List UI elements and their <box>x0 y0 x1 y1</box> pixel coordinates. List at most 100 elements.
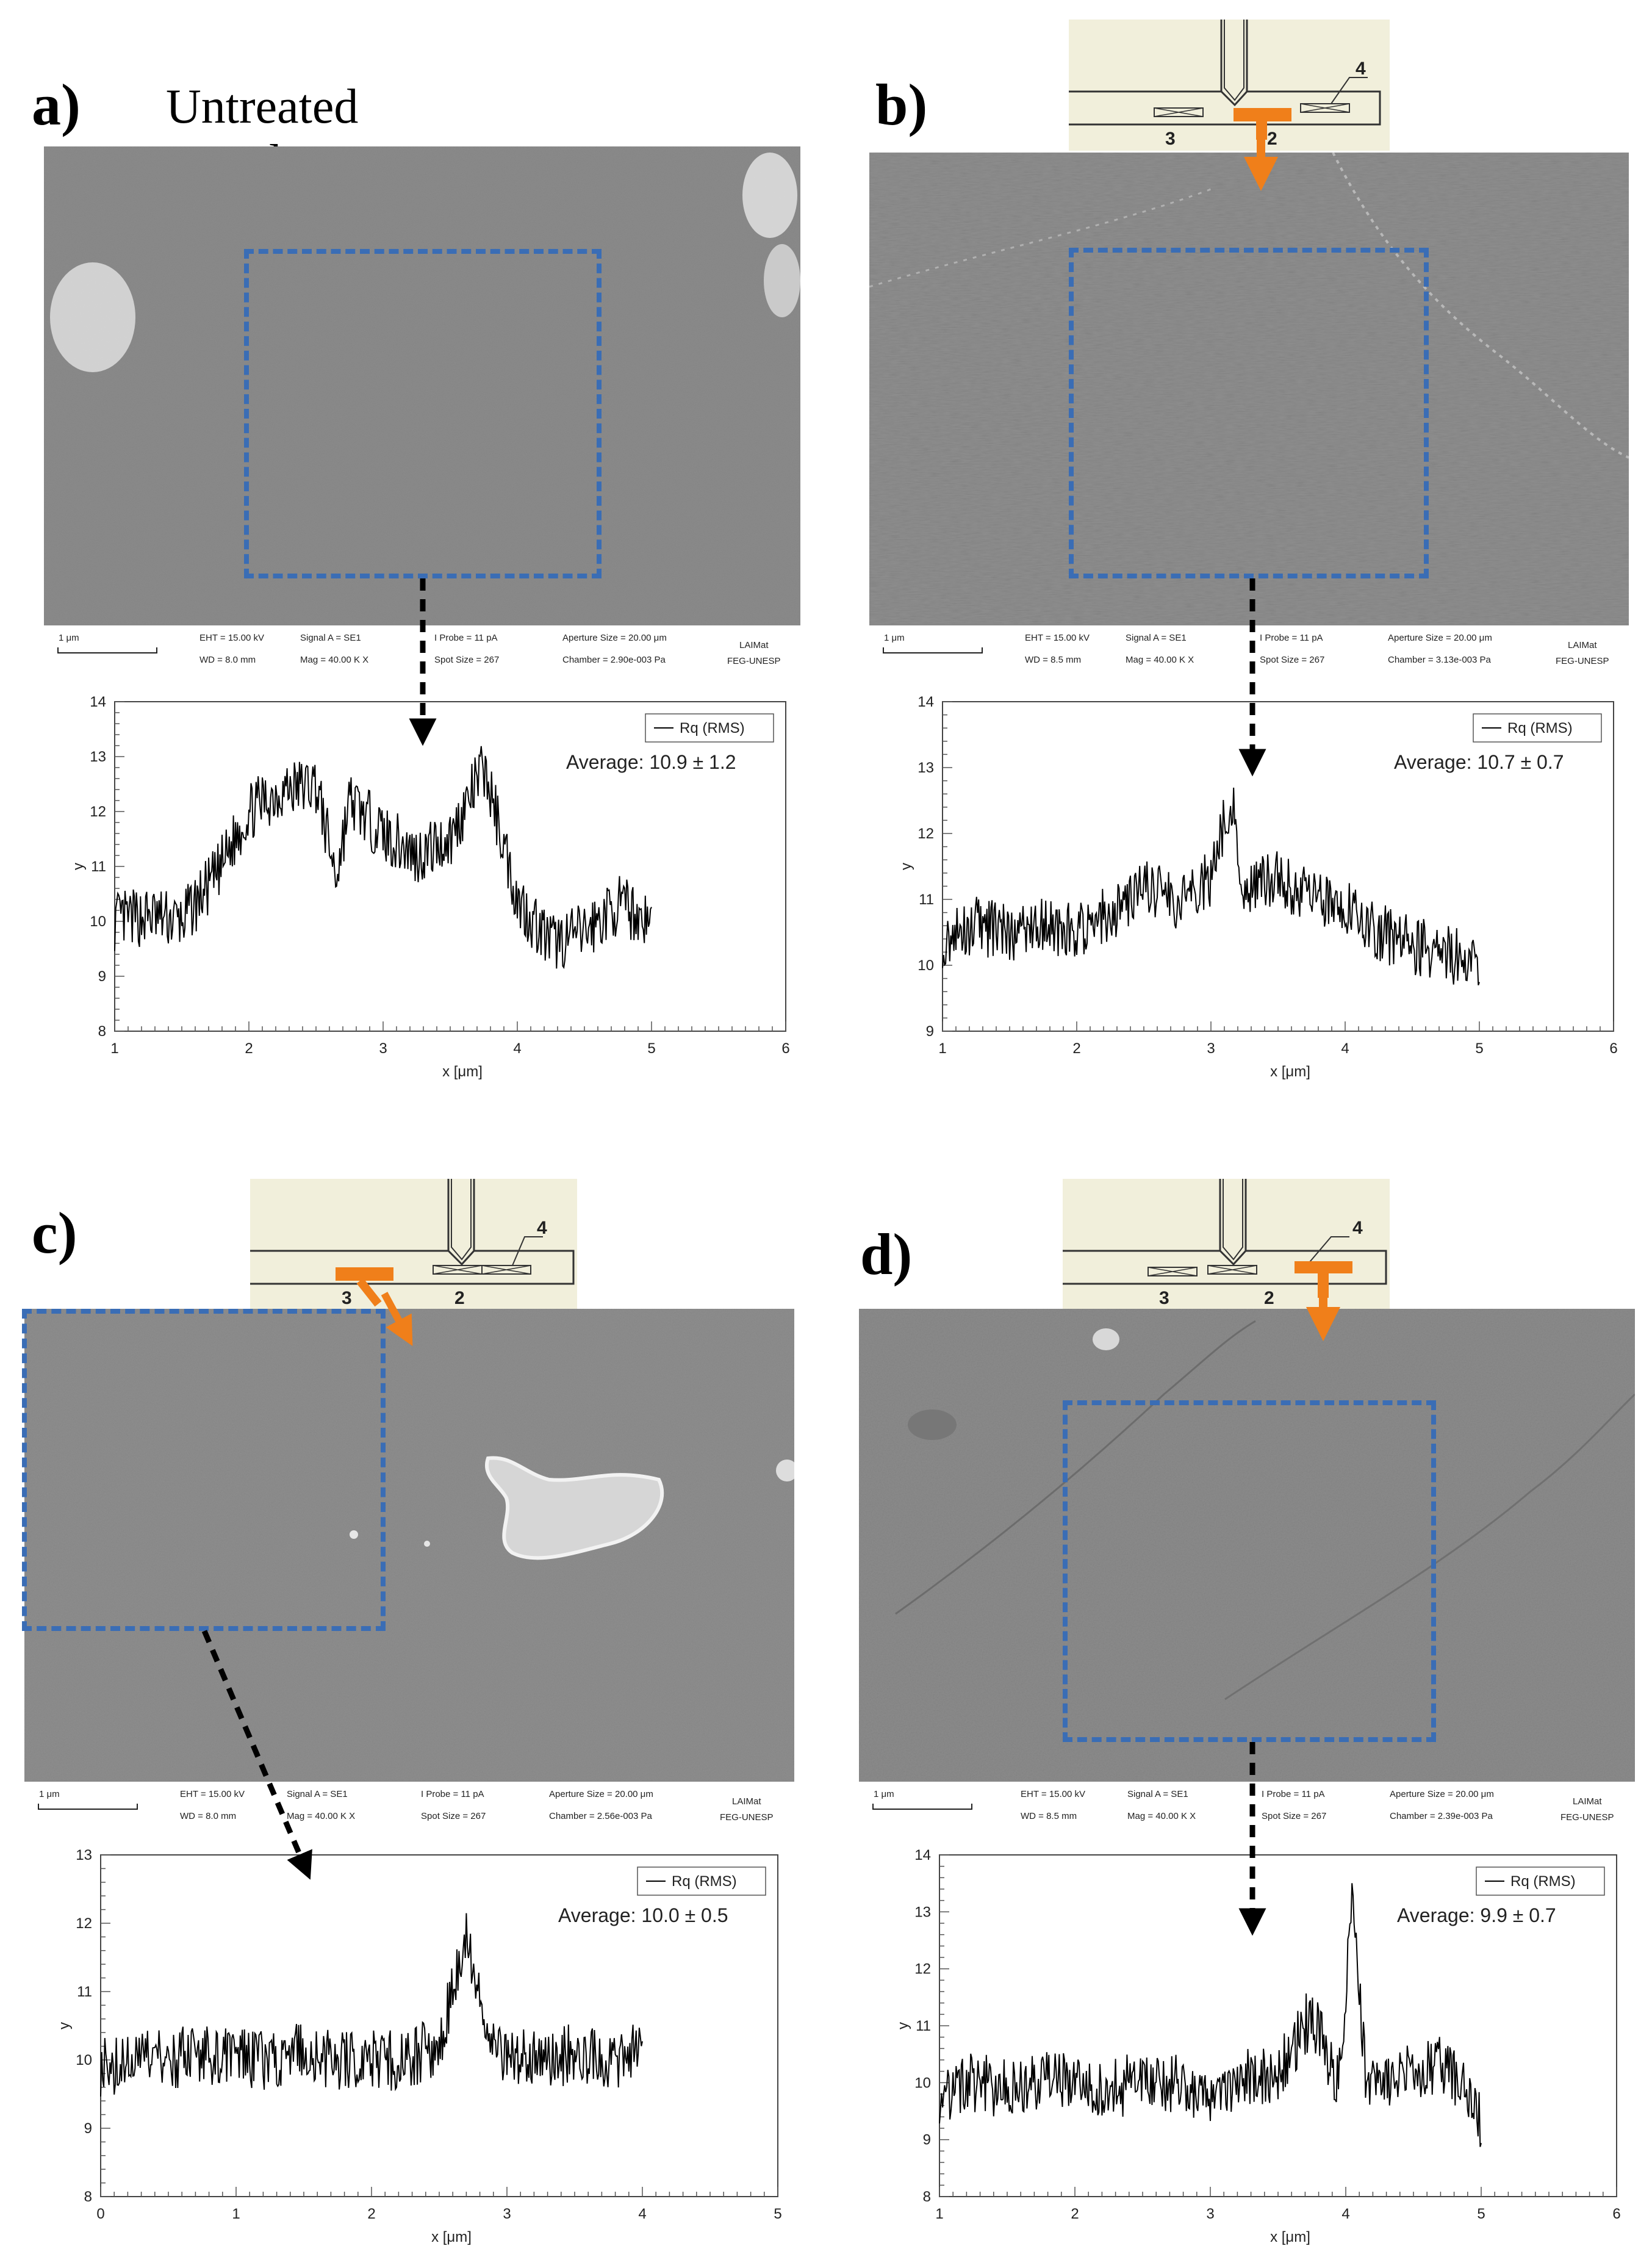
x-tick-label: 2 <box>367 2206 375 2222</box>
eht-d: EHT = 15.00 kV <box>1021 1789 1086 1799</box>
sem-info-bar-d: 1 μm EHT = 15.00 kV WD = 8.5 mm Signal A… <box>859 1780 1635 1830</box>
plot-frame <box>114 701 786 1032</box>
x-axis-label: x [μm] <box>431 2229 472 2245</box>
signal-a: Signal A = SE1 <box>300 633 361 643</box>
scale-label-c: 1 μm <box>39 1789 60 1799</box>
y-tick-label: 14 <box>918 694 934 710</box>
scale-bar-c <box>38 1804 138 1810</box>
scale-bar-b <box>883 647 983 653</box>
y-tick-label: 12 <box>918 826 934 842</box>
y-tick-label: 8 <box>98 1023 106 1040</box>
lab2-d: FEG-UNESP <box>1560 1812 1614 1823</box>
average-annotation: Average: 10.9 ± 1.2 <box>566 751 736 773</box>
x-tick-label: 3 <box>503 2206 511 2222</box>
average-annotation: Average: 10.7 ± 0.7 <box>1394 751 1564 773</box>
wd-a: WD = 8.0 mm <box>199 655 256 665</box>
signal-d: Signal A = SE1 <box>1127 1789 1188 1799</box>
x-tick-label: 5 <box>1477 2206 1485 2222</box>
sem-info-bar-b: 1 μm EHT = 15.00 kV WD = 8.5 mm Signal A… <box>869 624 1629 674</box>
spot-a: Spot Size = 267 <box>434 655 500 665</box>
inset-label-2-b: 2 <box>1267 129 1277 149</box>
roi-box-a <box>244 249 602 578</box>
scale-label-b: 1 μm <box>884 633 905 643</box>
nozzle-inset-d: 2 3 4 <box>1063 1179 1390 1310</box>
x-tick-label: 1 <box>110 1040 118 1057</box>
plot-frame <box>939 1854 1617 2197</box>
average-annotation: Average: 10.0 ± 0.5 <box>558 1904 728 1926</box>
y-tick-label: 13 <box>918 760 934 776</box>
signal-b: Signal A = SE1 <box>1126 633 1187 643</box>
sem-micrograph-d <box>859 1309 1635 1782</box>
x-tick-label: 6 <box>781 1040 789 1057</box>
x-tick-label: 4 <box>513 1040 521 1057</box>
x-axis-label: x [μm] <box>1270 1064 1310 1080</box>
y-axis-label: y <box>56 2022 73 2029</box>
debris-particle-c <box>485 1456 664 1560</box>
nozzle-diagram-c: 2 3 4 <box>250 1179 575 1308</box>
mag-b: Mag = 40.00 K X <box>1126 655 1194 665</box>
y-tick-label: 11 <box>77 1984 92 2000</box>
nozzle-diagram-d: 2 3 4 <box>1063 1179 1387 1308</box>
inset-label-3-d: 3 <box>1159 1288 1169 1308</box>
y-tick-label: 9 <box>98 968 106 985</box>
y-tick-label: 14 <box>90 694 106 710</box>
legend-label: Rq (RMS) <box>672 1873 737 1890</box>
y-tick-label: 11 <box>916 2018 931 2034</box>
y-tick-label: 11 <box>91 859 106 875</box>
y-tick-label: 13 <box>90 749 106 765</box>
legend-label: Rq (RMS) <box>1510 1873 1576 1890</box>
y-axis-label: y <box>898 863 914 870</box>
chamber-c: Chamber = 2.56e-003 Pa <box>549 1811 652 1821</box>
rq-trace <box>942 787 1480 985</box>
inset-label-3-b: 3 <box>1165 129 1176 149</box>
x-tick-label: 2 <box>1071 2206 1079 2222</box>
x-tick-label: 1 <box>232 2206 240 2222</box>
lab2-b: FEG-UNESP <box>1556 656 1609 666</box>
probe-d: I Probe = 11 pA <box>1262 1789 1325 1799</box>
chamber-d: Chamber = 2.39e-003 Pa <box>1390 1811 1493 1821</box>
x-tick-label: 1 <box>938 1040 946 1057</box>
x-tick-label: 5 <box>647 1040 655 1057</box>
inset-label-4-c: 4 <box>537 1218 547 1238</box>
roi-box-d <box>1063 1400 1436 1742</box>
lab1-b: LAIMat <box>1568 640 1597 650</box>
probe-b: I Probe = 11 pA <box>1260 633 1323 643</box>
sem-image-b: 1 μm EHT = 15.00 kV WD = 8.5 mm Signal A… <box>869 153 1629 674</box>
scale-bar-d <box>872 1804 972 1810</box>
particle-a-left <box>50 262 135 372</box>
y-tick-label: 12 <box>90 804 106 820</box>
inset-label-4-b: 4 <box>1356 59 1366 79</box>
x-tick-label: 6 <box>1612 2206 1620 2222</box>
panel-label-c: c) <box>32 1200 77 1265</box>
y-axis-label: y <box>895 2022 911 2029</box>
x-tick-label: 4 <box>1341 1040 1349 1057</box>
y-tick-label: 10 <box>914 2075 931 2091</box>
spot-c: Spot Size = 267 <box>421 1811 486 1821</box>
lab1-a: LAIMat <box>739 640 769 650</box>
y-axis-label: y <box>70 863 87 870</box>
x-tick-label: 4 <box>638 2206 646 2222</box>
rq-trace <box>114 746 652 970</box>
roi-box-c <box>22 1309 386 1631</box>
y-tick-label: 10 <box>76 2052 92 2068</box>
x-tick-label: 3 <box>379 1040 387 1057</box>
aperture-b: Aperture Size = 20.00 μm <box>1388 633 1492 643</box>
x-tick-label: 6 <box>1609 1040 1617 1057</box>
probe-c: I Probe = 11 pA <box>421 1789 484 1799</box>
spot-b: Spot Size = 267 <box>1260 655 1325 665</box>
chamber-b: Chamber = 3.13e-003 Pa <box>1388 655 1491 665</box>
y-tick-label: 9 <box>926 1023 934 1040</box>
aperture-c: Aperture Size = 20.00 μm <box>549 1789 653 1799</box>
x-tick-label: 5 <box>774 2206 781 2222</box>
sem-micrograph-c <box>24 1309 794 1782</box>
sem-micrograph-b <box>869 153 1629 625</box>
x-tick-label: 1 <box>935 2206 943 2222</box>
eht-a: EHT = 15.00 kV <box>199 633 265 643</box>
probe-a: I Probe = 11 pA <box>434 633 498 643</box>
nozzle-inset-c: 2 3 4 <box>250 1179 577 1310</box>
lab2-c: FEG-UNESP <box>720 1812 774 1823</box>
